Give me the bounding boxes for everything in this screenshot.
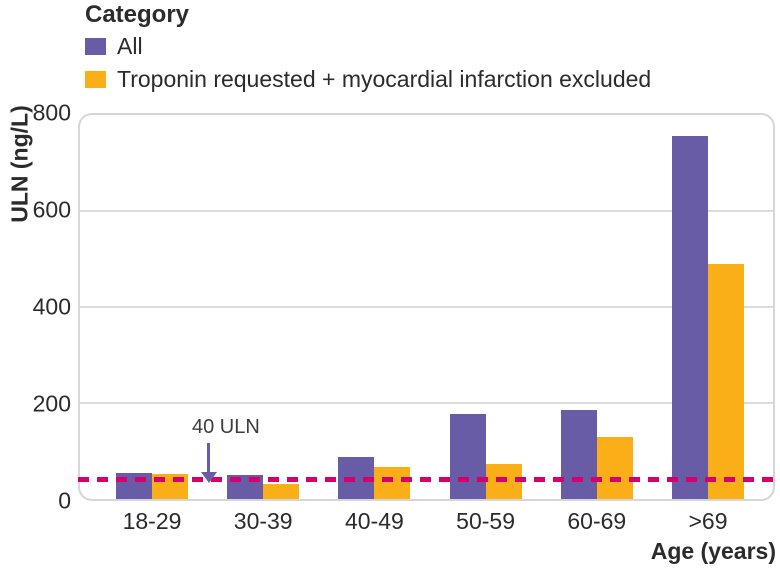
bar-troponin-40-49 <box>374 467 411 499</box>
annotation-arrow-icon <box>207 443 210 473</box>
x-tick-label-30-39: 30-39 <box>233 508 293 534</box>
bar-all-60-69 <box>560 409 597 499</box>
legend-swatch-troponin <box>85 71 106 88</box>
bar-group->69 <box>672 115 744 499</box>
plot-area: 40 ULN <box>78 113 775 501</box>
legend-title: Category <box>85 1 190 28</box>
y-axis-title: ULN (ng/L) <box>6 105 33 223</box>
bar-group-60-69 <box>560 115 633 499</box>
y-tick-label-200: 200 <box>32 390 71 417</box>
legend-label-troponin: Troponin requested + myocardial infarcti… <box>117 66 652 92</box>
x-axis-title: Age (years) <box>650 538 776 564</box>
y-tick-label-600: 600 <box>32 196 71 223</box>
x-tick-label-50-59: 50-59 <box>456 508 516 534</box>
x-tick-label-40-49: 40-49 <box>344 508 404 534</box>
legend-item-troponin: Troponin requested + myocardial infarcti… <box>85 66 651 93</box>
y-tick-label-400: 400 <box>32 293 71 320</box>
bar-troponin->69 <box>708 263 744 499</box>
bar-group-40-49 <box>338 115 411 499</box>
bar-all-50-59 <box>449 413 486 499</box>
gridline-600 <box>80 210 773 212</box>
x-tick-label-18-29: 18-29 <box>122 508 182 534</box>
legend-item-all: All <box>85 33 143 60</box>
reference-line-annotation: 40 ULN <box>192 416 260 438</box>
bar-troponin-30-39 <box>263 483 300 499</box>
gridline-400 <box>80 306 773 308</box>
y-tick-label-0: 0 <box>58 487 71 514</box>
y-tick-label-800: 800 <box>32 99 71 126</box>
bar-group-50-59 <box>449 115 522 499</box>
annotation-arrowhead-icon <box>201 472 217 483</box>
bar-all->69 <box>672 135 708 499</box>
x-tick-label->69: >69 <box>688 508 728 534</box>
gridline-200 <box>80 402 773 404</box>
bar-group-30-39 <box>227 115 300 499</box>
reference-line-40 <box>78 476 775 482</box>
legend-label-all: All <box>117 33 143 59</box>
legend-swatch-all <box>85 38 106 55</box>
bar-troponin-60-69 <box>596 436 633 499</box>
x-tick-label-60-69: 60-69 <box>567 508 627 534</box>
bar-group-18-29 <box>116 115 188 499</box>
